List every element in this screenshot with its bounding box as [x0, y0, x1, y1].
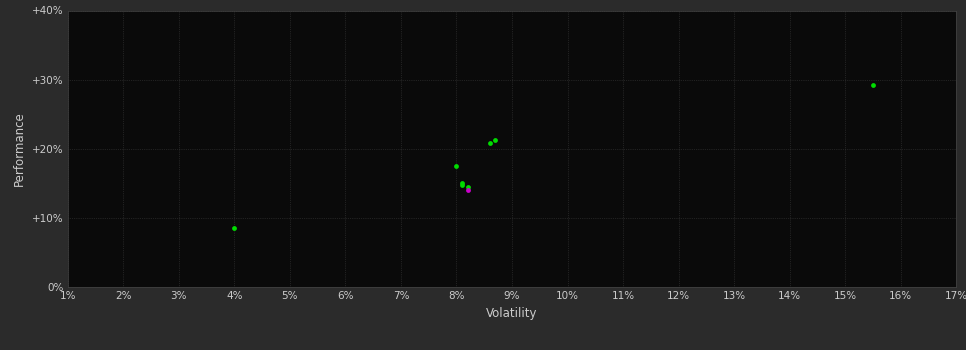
- Point: [866, 82, 881, 88]
- Point: [226, 225, 242, 231]
- Point: [454, 183, 469, 188]
- Point: [482, 140, 497, 146]
- X-axis label: Volatility: Volatility: [486, 307, 538, 320]
- Point: [448, 163, 465, 169]
- Y-axis label: Performance: Performance: [14, 111, 26, 186]
- Point: [460, 185, 475, 190]
- Point: [488, 137, 503, 142]
- Point: [454, 180, 469, 186]
- Point: [460, 188, 475, 193]
